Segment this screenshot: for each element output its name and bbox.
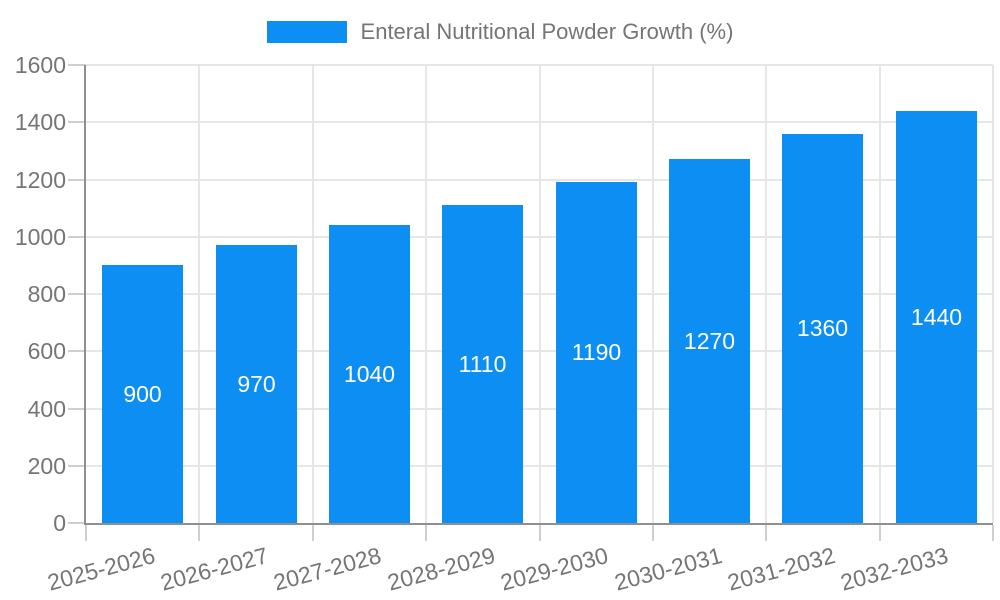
y-axis-line: [84, 65, 86, 525]
bar-value-label: 1040: [343, 360, 396, 387]
x-tick-label: 2025-2026: [44, 542, 158, 596]
x-tick-label: 2032-2033: [838, 542, 952, 596]
bar[interactable]: 970: [216, 245, 297, 523]
y-tick-label: 1000: [14, 223, 66, 250]
gridline-vertical: [878, 65, 881, 523]
gridline-vertical: [651, 65, 654, 523]
x-tick-mark: [198, 525, 201, 541]
y-tick-mark: [68, 121, 86, 124]
y-tick-label: 1200: [14, 166, 66, 193]
y-tick-label: 400: [27, 395, 66, 422]
y-tick-label: 200: [27, 452, 66, 479]
x-tick-mark: [651, 525, 654, 541]
bar[interactable]: 1270: [669, 159, 750, 523]
y-tick-mark: [68, 350, 86, 353]
x-tick-mark: [425, 525, 428, 541]
y-tick-mark: [68, 64, 86, 66]
bar-value-label: 970: [237, 370, 276, 397]
bar-value-label: 1440: [910, 303, 963, 330]
y-tick-mark: [68, 522, 86, 524]
gridline-vertical: [538, 65, 541, 523]
bar-value-label: 1360: [796, 315, 849, 341]
y-tick-label: 1600: [14, 52, 66, 78]
bar[interactable]: 1440: [896, 111, 977, 523]
y-tick-label: 600: [27, 338, 66, 365]
y-tick-label: 1400: [14, 109, 66, 136]
y-tick-label: 0: [53, 510, 66, 536]
y-tick-mark: [68, 407, 86, 410]
chart-legend[interactable]: Enteral Nutritional Powder Growth (%): [0, 19, 1000, 45]
x-tick-label: 2028-2029: [384, 542, 498, 596]
y-tick-mark: [68, 293, 86, 295]
x-tick-mark: [765, 525, 768, 541]
x-tick-mark: [992, 525, 994, 541]
gridline-vertical: [311, 65, 314, 523]
x-tick-mark: [538, 525, 541, 541]
bar-value-label: 1190: [571, 339, 622, 365]
legend-swatch: [266, 21, 347, 43]
bar[interactable]: 900: [102, 265, 183, 523]
bar[interactable]: 1360: [782, 134, 863, 523]
bar[interactable]: 1110: [442, 205, 523, 523]
y-tick-mark: [68, 464, 86, 467]
bar-value-label: 1110: [458, 350, 507, 377]
bar-value-label: 900: [123, 380, 162, 407]
x-tick-label: 2026-2027: [157, 542, 271, 596]
gridline-vertical: [198, 65, 201, 523]
x-tick-mark: [878, 525, 881, 541]
x-tick-label: 2027-2028: [271, 542, 385, 596]
bar-value-label: 1270: [683, 327, 736, 354]
x-tick-mark: [85, 525, 87, 541]
bar[interactable]: 1040: [329, 225, 410, 523]
x-axis-line: [84, 523, 993, 525]
x-tick-mark: [311, 525, 314, 541]
x-tick-label: 2029-2030: [497, 542, 611, 596]
gridline-vertical: [425, 65, 428, 523]
y-tick-mark: [68, 178, 86, 181]
bar[interactable]: 1190: [556, 182, 637, 523]
gridline-vertical: [765, 65, 768, 523]
gridline-vertical: [992, 65, 994, 523]
y-tick-mark: [68, 235, 86, 238]
x-tick-label: 2031-2032: [724, 542, 838, 596]
legend-label: Enteral Nutritional Powder Growth (%): [360, 19, 734, 44]
y-tick-label: 800: [27, 281, 66, 307]
x-tick-label: 2030-2031: [611, 542, 725, 596]
